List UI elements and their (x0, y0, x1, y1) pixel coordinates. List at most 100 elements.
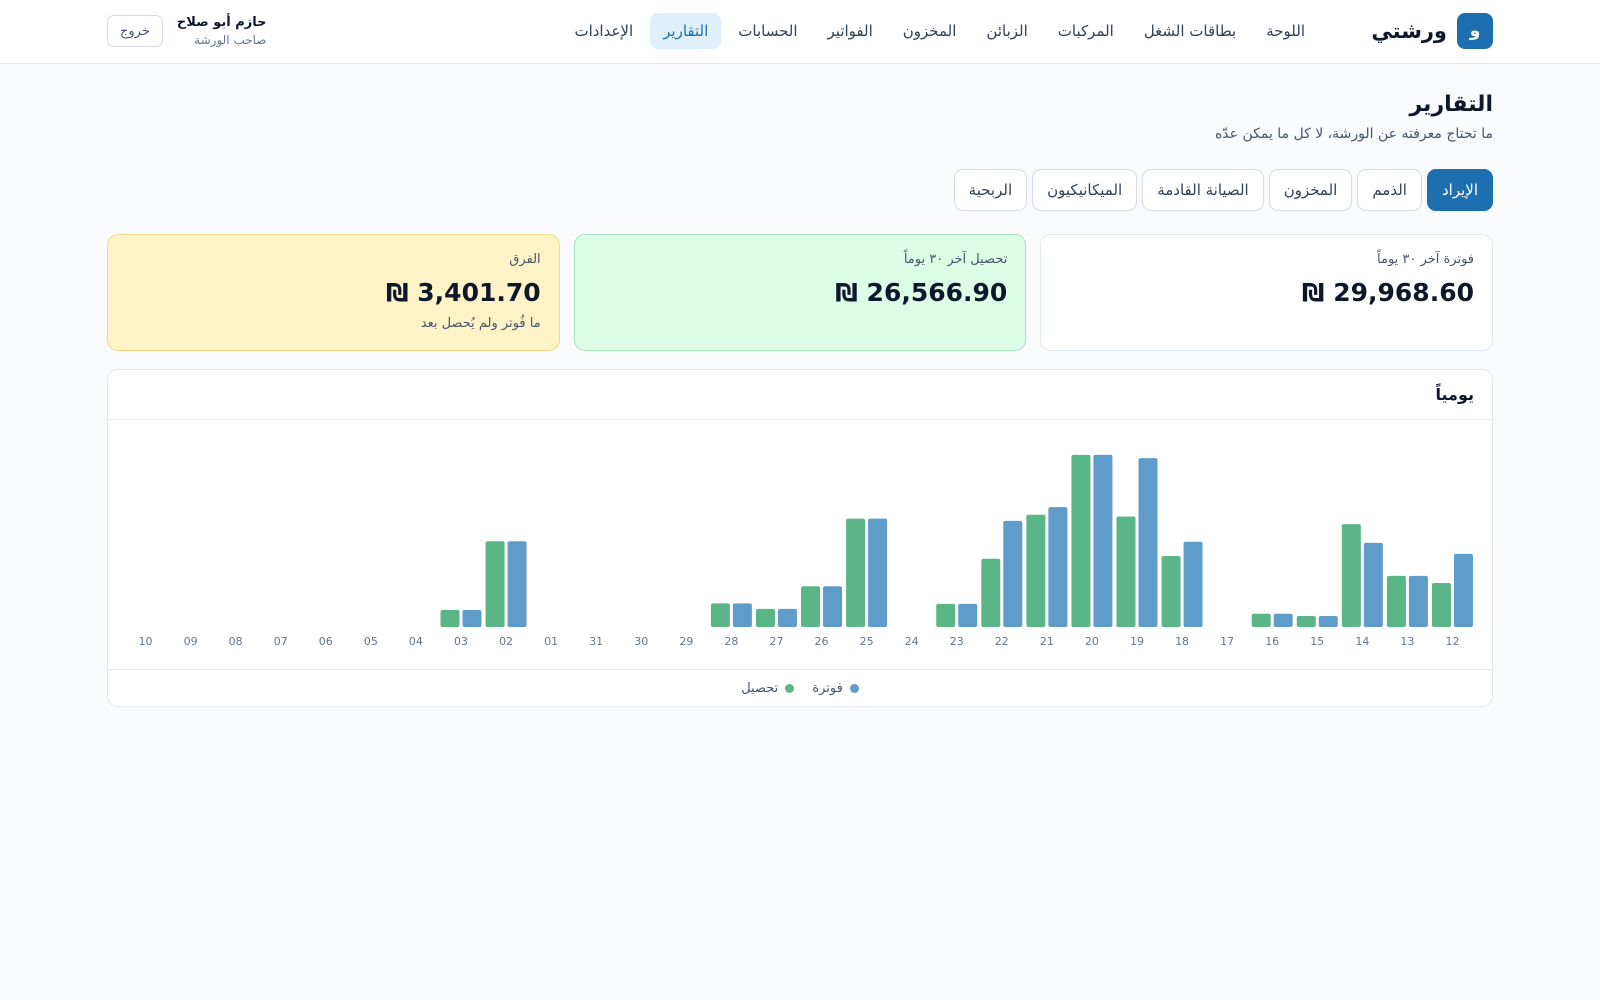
x-tick-label: 24 (905, 635, 919, 648)
stat-value: ₪ 29,968.60 (1301, 278, 1474, 307)
x-tick-label: 29 (679, 635, 693, 648)
nav-item-reports[interactable]: التقارير (650, 13, 722, 49)
stat-label: تحصيل آخر ٣٠ يوماً (903, 252, 1008, 267)
bar-collected[interactable] (981, 558, 1001, 627)
bar-invoiced[interactable] (958, 603, 978, 627)
x-tick-label: 08 (229, 635, 243, 648)
nav-item-invoices[interactable]: الفواتير (827, 22, 873, 40)
stat-value: ₪ 26,566.90 (835, 278, 1008, 307)
report-tabs: الإيراد الذمم المخزون الصيانة القادمة ال… (953, 169, 1493, 211)
nav-item-settings[interactable]: الإعدادات (574, 22, 634, 40)
x-tick-label: 31 (589, 635, 603, 648)
x-tick-label: 17 (1220, 635, 1234, 648)
main-nav: اللوحة بطاقات الشغل المركبات الزبائن الم… (561, 13, 1318, 49)
brand-logo: و (1457, 13, 1493, 49)
chart-title: يومياً (1435, 385, 1474, 404)
stat-label: فوترة آخر ٣٠ يوماً (1377, 252, 1474, 267)
stat-value: ₪ 3,401.70 (385, 278, 541, 307)
chart-legend: فوترة تحصيل (108, 669, 1492, 706)
nav-item-vehicles[interactable]: المركبات (1057, 22, 1114, 40)
bar-invoiced[interactable] (823, 586, 843, 627)
bar-collected[interactable] (1431, 583, 1451, 627)
tab-mechanics[interactable]: الميكانيكيون (1032, 169, 1138, 211)
bar-invoiced[interactable] (1453, 553, 1473, 627)
x-tick-label: 23 (950, 635, 964, 648)
x-tick-label: 21 (1040, 635, 1054, 648)
bar-collected[interactable] (440, 609, 460, 627)
page-title: التقارير (1409, 92, 1494, 117)
tab-inventory[interactable]: المخزون (1268, 169, 1353, 211)
bar-collected[interactable] (801, 586, 821, 627)
page-subtitle: ما تحتاج معرفته عن الورشة، لا كل ما يمكن… (1214, 126, 1493, 142)
nav-item-inventory[interactable]: المخزون (902, 22, 957, 40)
x-tick-label: 26 (815, 635, 829, 648)
bar-collected[interactable] (485, 541, 505, 627)
bar-invoiced[interactable] (1318, 616, 1338, 627)
user-role: صاحب الورشة (194, 33, 267, 47)
tab-revenue[interactable]: الإيراد (1426, 169, 1493, 211)
nav-item-dashboard[interactable]: اللوحة (1266, 22, 1305, 40)
chart-header: يومياً (108, 370, 1492, 420)
tab-upcoming-maintenance[interactable]: الصيانة القادمة (1142, 169, 1264, 211)
bar-invoiced[interactable] (1003, 520, 1023, 627)
bar-invoiced[interactable] (1048, 507, 1068, 627)
x-tick-label: 07 (274, 635, 288, 648)
bar-collected[interactable] (1341, 524, 1361, 627)
bar-invoiced[interactable] (1093, 454, 1113, 627)
x-tick-label: 09 (184, 635, 198, 648)
stat-cards: فوترة آخر ٣٠ يوماً ₪ 29,968.60 تحصيل آخر… (106, 234, 1493, 351)
bar-invoiced[interactable] (1273, 613, 1293, 627)
x-tick-label: 14 (1355, 635, 1369, 648)
bar-invoiced[interactable] (507, 541, 527, 627)
bar-collected[interactable] (1296, 616, 1316, 627)
bar-collected[interactable] (755, 608, 775, 627)
top-bar: و ورشتي اللوحة بطاقات الشغل المركبات الز… (0, 0, 1600, 64)
tab-receivables[interactable]: الذمم (1357, 169, 1422, 211)
bar-collected[interactable] (1026, 514, 1046, 627)
x-tick-label: 06 (319, 635, 333, 648)
chart-area: 12 13 14 15 16 17 18 19 20 21 22 23 24 25 26 27 28 29 30 31… (108, 421, 1492, 665)
x-tick-label: 03 (454, 635, 468, 648)
nav-item-customers[interactable]: الزبائن (986, 22, 1028, 40)
x-tick-label: 15 (1310, 635, 1324, 648)
user-menu: حازم أبو صلاح صاحب الورشة خروج (107, 14, 267, 48)
x-tick-label: 20 (1085, 635, 1099, 648)
bar-collected[interactable] (710, 603, 730, 627)
bar-invoiced[interactable] (1408, 575, 1428, 627)
user-info: حازم أبو صلاح صاحب الورشة (177, 14, 267, 48)
bar-invoiced[interactable] (1183, 541, 1203, 627)
nav-item-accounts[interactable]: الحسابات (738, 22, 798, 40)
bar-collected[interactable] (1116, 516, 1136, 627)
x-tick-label: 18 (1175, 635, 1189, 648)
bar-collected[interactable] (846, 518, 866, 627)
x-tick-label: 10 (139, 635, 153, 648)
bar-collected[interactable] (1251, 613, 1271, 627)
bar-collected[interactable] (936, 603, 956, 627)
x-tick-label: 12 (1445, 635, 1459, 648)
bar-invoiced[interactable] (777, 608, 797, 627)
x-tick-label: 13 (1400, 635, 1414, 648)
brand[interactable]: و ورشتي (1371, 13, 1493, 49)
x-tick-label: 16 (1265, 635, 1279, 648)
x-tick-label: 22 (995, 635, 1009, 648)
x-tick-label: 28 (724, 635, 738, 648)
bar-invoiced[interactable] (868, 518, 888, 627)
nav-item-job-cards[interactable]: بطاقات الشغل (1143, 22, 1237, 40)
x-tick-label: 27 (769, 635, 783, 648)
bar-collected[interactable] (1071, 454, 1091, 627)
bar-invoiced[interactable] (1138, 458, 1158, 627)
bar-invoiced[interactable] (732, 603, 752, 627)
bar-collected[interactable] (1386, 575, 1406, 627)
x-tick-label: 19 (1130, 635, 1144, 648)
bar-invoiced[interactable] (1363, 542, 1383, 627)
logout-button[interactable]: خروج (107, 15, 163, 47)
tab-profitability[interactable]: الربحية (953, 169, 1028, 211)
stat-label: الفرق (509, 252, 541, 267)
legend-label: تحصيل (741, 680, 779, 696)
x-tick-label: 02 (499, 635, 513, 648)
stat-card-invoiced: فوترة آخر ٣٠ يوماً ₪ 29,968.60 (1040, 234, 1493, 351)
x-tick-label: 04 (409, 635, 423, 648)
legend-dot-collected (785, 683, 795, 693)
bar-collected[interactable] (1161, 556, 1181, 627)
bar-invoiced[interactable] (462, 609, 482, 627)
